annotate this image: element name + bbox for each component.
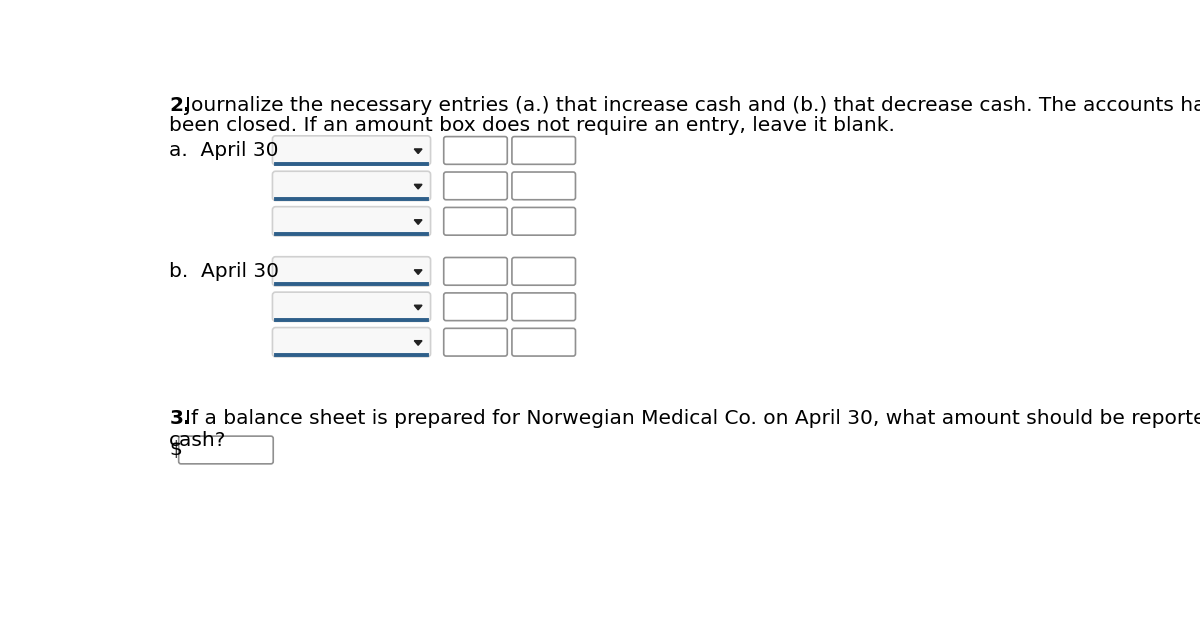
Text: Journalize the necessary entries (a.) that increase cash and (b.) that decrease : Journalize the necessary entries (a.) th… [185,96,1200,115]
Polygon shape [414,184,422,189]
Polygon shape [414,270,422,274]
Polygon shape [414,149,422,154]
FancyBboxPatch shape [512,293,576,321]
Text: $: $ [169,441,182,459]
FancyBboxPatch shape [512,208,576,235]
FancyBboxPatch shape [512,328,576,356]
FancyBboxPatch shape [272,136,431,165]
Text: 2.: 2. [169,96,191,115]
FancyBboxPatch shape [272,257,431,286]
Text: been closed. If an amount box does not require an entry, leave it blank.: been closed. If an amount box does not r… [169,116,895,135]
Polygon shape [414,341,422,345]
FancyBboxPatch shape [512,258,576,285]
Text: cash?: cash? [169,431,227,450]
Text: a.  April 30: a. April 30 [169,141,278,160]
Text: b.  April 30: b. April 30 [169,262,280,281]
FancyBboxPatch shape [272,328,431,357]
FancyBboxPatch shape [444,328,508,356]
FancyBboxPatch shape [272,171,431,201]
Text: 3.: 3. [169,409,191,428]
FancyBboxPatch shape [444,137,508,164]
Text: If a balance sheet is prepared for Norwegian Medical Co. on April 30, what amoun: If a balance sheet is prepared for Norwe… [185,409,1200,428]
FancyBboxPatch shape [512,137,576,164]
Polygon shape [414,305,422,310]
FancyBboxPatch shape [272,207,431,236]
FancyBboxPatch shape [444,258,508,285]
Polygon shape [414,220,422,224]
FancyBboxPatch shape [444,172,508,200]
FancyBboxPatch shape [272,292,431,321]
FancyBboxPatch shape [179,436,274,464]
FancyBboxPatch shape [444,208,508,235]
FancyBboxPatch shape [444,293,508,321]
FancyBboxPatch shape [512,172,576,200]
